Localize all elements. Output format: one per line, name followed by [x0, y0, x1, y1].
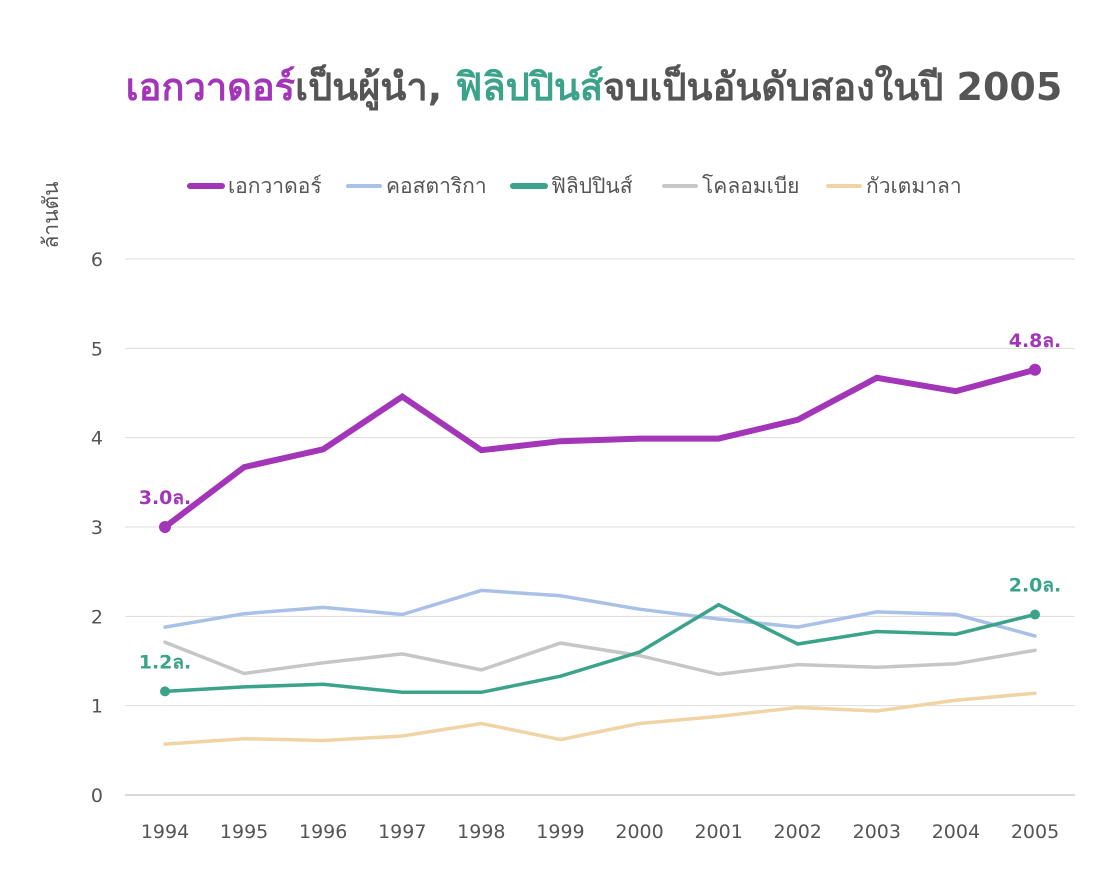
x-tick-1998: 1998 — [457, 821, 505, 843]
y-tick-5: 5 — [91, 338, 103, 360]
callout-label-2: 1.2ล. — [139, 651, 192, 673]
series-line-4 — [163, 691, 1037, 746]
x-tick-2002: 2002 — [774, 821, 822, 843]
x-tick-1996: 1996 — [299, 821, 347, 843]
series-line-0 — [162, 366, 1038, 530]
callout-label-1: 4.8ล. — [1009, 330, 1062, 352]
y-tick-2: 2 — [91, 606, 103, 628]
legend-label: โคลอมเบีย — [702, 174, 799, 198]
callout-marker-3 — [1030, 609, 1040, 620]
y-tick-1: 1 — [91, 696, 103, 718]
x-axis-ticks: 1994 1995 1996 1997 1998 1999 2000 2001 2002 2003… — [141, 821, 1059, 843]
x-tick-2005: 2005 — [1011, 821, 1059, 843]
series-lines — [162, 366, 1038, 746]
chart-title: เอกวาดอร์เป็นผู้นำ, ฟิลิปปินส์จบเป็นอันด… — [126, 64, 1063, 111]
y-tick-4: 4 — [91, 428, 103, 450]
legend-label: คอสตาริกา — [386, 174, 487, 198]
y-tick-6: 6 — [91, 249, 103, 271]
title-part-1: เป็นผู้นำ, — [295, 64, 455, 111]
y-tick-0: 0 — [91, 785, 103, 807]
x-tick-2003: 2003 — [853, 821, 901, 843]
legend-label: กัวเตมาลา — [866, 174, 962, 198]
title-part-3: จบเป็นอันดับสองในปี 2005 — [603, 64, 1062, 109]
series-line-3 — [163, 640, 1037, 677]
title-part-2: ฟิลิปปินส์ — [455, 65, 603, 109]
legend-label: ฟิลิปปินส์ — [551, 174, 633, 198]
y-tick-3: 3 — [91, 517, 103, 539]
y-axis-ticks: 0 1 2 3 4 5 6 — [91, 249, 103, 807]
x-tick-1999: 1999 — [536, 821, 584, 843]
x-tick-1997: 1997 — [378, 821, 426, 843]
title-part-0: เอกวาดอร์ — [126, 65, 296, 109]
legend-item-4: กัวเตมาลา — [826, 174, 962, 198]
legend-item-3: โคลอมเบีย — [662, 174, 799, 198]
callout-label-0: 3.0ล. — [139, 487, 192, 509]
callout-marker-0 — [159, 521, 171, 533]
x-tick-2004: 2004 — [932, 821, 980, 843]
callouts: 3.0ล. 4.8ล. 1.2ล. 2.0ล. — [139, 330, 1062, 697]
legend-item-1: คอสตาริกา — [346, 174, 487, 198]
y-axis-label: ล้านตัน — [39, 181, 63, 248]
callout-marker-2 — [160, 686, 170, 697]
series-line-1 — [163, 588, 1037, 638]
legend-label: เอกวาดอร์ — [228, 174, 322, 198]
x-tick-2000: 2000 — [615, 821, 663, 843]
series-line-2 — [163, 602, 1037, 695]
callout-marker-1 — [1029, 363, 1041, 376]
x-tick-1995: 1995 — [220, 821, 268, 843]
callout-label-3: 2.0ล. — [1009, 575, 1062, 597]
gridlines — [125, 258, 1075, 796]
x-tick-2001: 2001 — [694, 821, 742, 843]
legend: เอกวาดอร์ คอสตาริกา ฟิลิปปินส์ โคลอมเบีย กัว… — [187, 174, 962, 198]
legend-item-0: เอกวาดอร์ — [187, 174, 322, 198]
x-tick-1994: 1994 — [141, 821, 189, 843]
legend-item-2: ฟิลิปปินส์ — [510, 174, 633, 198]
